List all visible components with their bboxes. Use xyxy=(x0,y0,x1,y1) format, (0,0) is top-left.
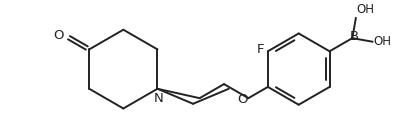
Text: N: N xyxy=(153,92,163,105)
Text: B: B xyxy=(350,30,359,43)
Text: OH: OH xyxy=(374,35,392,48)
Text: OH: OH xyxy=(357,3,375,16)
Text: O: O xyxy=(53,29,64,42)
Text: O: O xyxy=(237,93,247,106)
Text: F: F xyxy=(257,43,264,56)
